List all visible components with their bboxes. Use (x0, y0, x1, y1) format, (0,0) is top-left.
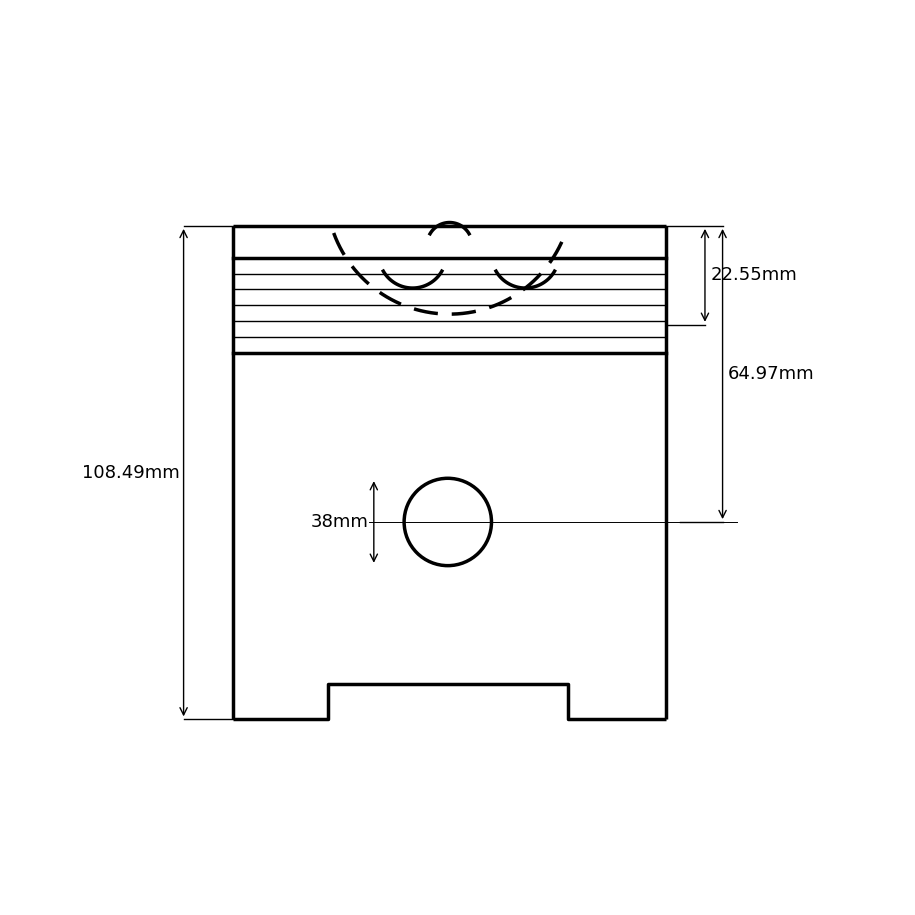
Text: 38mm: 38mm (310, 513, 368, 531)
Text: 108.49mm: 108.49mm (82, 464, 180, 481)
Text: 64.97mm: 64.97mm (728, 365, 815, 383)
Text: 22.55mm: 22.55mm (711, 266, 797, 285)
